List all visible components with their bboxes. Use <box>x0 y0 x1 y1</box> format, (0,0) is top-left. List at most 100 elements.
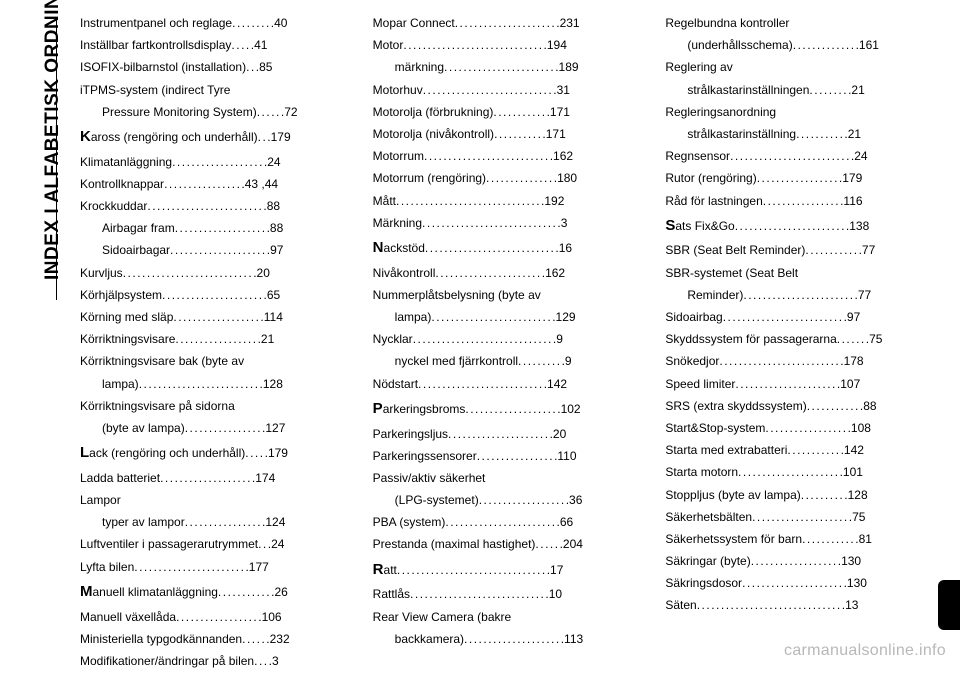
entry-page: .106 <box>258 610 281 624</box>
entry-page: .66 <box>557 515 574 529</box>
index-entry: (byte av lampa).................127 <box>80 417 355 439</box>
dot-leader: .............................. <box>396 194 541 208</box>
entry-label: Motorolja (nivåkontroll) <box>373 127 494 141</box>
index-entry: typer av lampor.................124 <box>80 511 355 533</box>
index-entry: iTPMS-system (indirect Tyre <box>80 79 355 101</box>
entry-page: .9 <box>562 354 572 368</box>
entry-label: Passiv/aktiv säkerhet <box>373 471 486 485</box>
index-entry: Kontrollknappar.................43 ,44 <box>80 173 355 195</box>
entry-page: .21 <box>258 332 275 346</box>
section-letter: R <box>373 561 384 578</box>
entry-label: Modifikationer/ändringar på bilen <box>80 654 254 668</box>
entry-page: .10 <box>545 587 562 601</box>
index-entry: Ladda batteriet....................174 <box>80 467 355 489</box>
index-entry: Regleringsanordning <box>665 101 940 123</box>
entry-label: lampa) <box>395 310 432 324</box>
dot-leader: .......... <box>796 127 844 141</box>
section-letter: M <box>80 583 93 600</box>
index-entry: SBR-systemet (Seat Belt <box>665 262 940 284</box>
index-entry: strålkastarinställning...........21 <box>665 123 940 145</box>
index-entry: Kaross (rengöring och underhåll)...179 <box>80 123 355 151</box>
dot-leader: ........... <box>807 399 860 413</box>
dot-leader: ........................... <box>423 83 554 97</box>
index-entry: Regnsensor..........................24 <box>665 145 940 167</box>
dot-leader: ................ <box>164 177 241 191</box>
entry-page: .85 <box>256 60 273 74</box>
dot-leader: .......................... <box>418 377 544 391</box>
entry-page: .24 <box>851 149 868 163</box>
entry-label: Regelbundna kontroller <box>665 16 789 30</box>
dot-leader: ......................... <box>139 377 260 391</box>
page: { "sidebar_title": "INDEX I ALFABETISK O… <box>0 0 960 678</box>
entry-label: Starta motorn <box>665 465 738 479</box>
entry-page: .77 <box>855 288 872 302</box>
thumb-tab <box>938 580 960 630</box>
entry-label: Mått <box>373 194 396 208</box>
index-entry: Körhjälpsystem......................65 <box>80 284 355 306</box>
index-entry: Sidoairbagar.....................97 <box>80 239 355 261</box>
dot-leader: ................ <box>477 449 554 463</box>
dot-leader: ............................... <box>397 563 547 577</box>
entry-label: anuell klimatanläggning <box>93 585 218 599</box>
index-entry: märkning........................189 <box>373 56 648 78</box>
entry-page: .21 <box>848 83 865 97</box>
index-entry: Klimatanläggning....................24 <box>80 151 355 173</box>
index-entry: Rutor (rengöring)..................179 <box>665 167 940 189</box>
index-entry: Regelbundna kontroller <box>665 12 940 34</box>
entry-label: Körning med släp <box>80 310 173 324</box>
index-entry: SRS (extra skyddssystem)............88 <box>665 395 940 417</box>
entry-page: .142 <box>841 443 864 457</box>
dot-leader: .......................... <box>424 149 550 163</box>
dot-leader: .................. <box>751 554 838 568</box>
entry-label: Inställbar fartkontrollsdisplay <box>80 38 231 52</box>
dot-leader: ........... <box>805 243 858 257</box>
index-entry: Rattlås.............................10 <box>373 583 648 605</box>
dot-leader: .... <box>245 446 264 460</box>
entry-page: .102 <box>557 402 580 416</box>
entry-page: .72 <box>281 105 298 119</box>
dot-leader: ................ <box>185 421 262 435</box>
entry-page: .88 <box>263 199 280 213</box>
index-entry: Stoppljus (byte av lampa)..........128 <box>665 484 940 506</box>
index-entry: Lampor <box>80 489 355 511</box>
entry-page: .81 <box>855 532 872 546</box>
entry-page: .161 <box>856 38 879 52</box>
index-entry: Säkerhetssystem för barn............81 <box>665 528 940 550</box>
dot-leader: ......................... <box>719 354 840 368</box>
entry-page: .142 <box>544 377 567 391</box>
index-entry: Passiv/aktiv säkerhet <box>373 467 648 489</box>
entry-label: Säten <box>665 598 696 612</box>
index-entry: Inställbar fartkontrollsdisplay.....41 <box>80 34 355 56</box>
entry-label: Parkeringssensorer <box>373 449 477 463</box>
dot-leader: ......................... <box>723 310 844 324</box>
entry-page: .110 <box>554 449 576 463</box>
index-entry: Säkerhetsbälten.....................75 <box>665 506 940 528</box>
dot-leader: ........... <box>493 105 546 119</box>
index-columns: Instrumentpanel och reglage.........40In… <box>80 12 940 608</box>
entry-page: .97 <box>844 310 861 324</box>
entry-label: Luftventiler i passagerarutrymmet <box>80 537 258 551</box>
dot-leader: ......... <box>801 488 845 502</box>
entry-label: Parkeringsljus <box>373 427 448 441</box>
index-entry: Krockkuddar.........................88 <box>80 195 355 217</box>
dot-leader: ........................... <box>123 266 254 280</box>
dot-leader: ..................... <box>448 427 550 441</box>
dot-leader: .................... <box>752 510 849 524</box>
index-entry: Sidoairbag..........................97 <box>665 306 940 328</box>
dot-leader: ......................... <box>730 149 851 163</box>
entry-page: .177 <box>245 560 268 574</box>
entry-page: .178 <box>840 354 863 368</box>
dot-leader: ..... <box>242 632 266 646</box>
dot-leader: ................ <box>763 194 840 208</box>
index-entry: lampa)..........................128 <box>80 373 355 395</box>
index-entry: (underhållsschema)..............161 <box>665 34 940 56</box>
entry-label: Prestanda (maximal hastighet) <box>373 537 536 551</box>
entry-page: .21 <box>844 127 861 141</box>
section-letter: L <box>80 444 89 461</box>
entry-label: Märkning <box>373 216 422 230</box>
dot-leader: ..................... <box>735 377 837 391</box>
index-entry: Snökedjor..........................178 <box>665 350 940 372</box>
index-entry: Lyfta bilen........................177 <box>80 556 355 578</box>
entry-label: Körhjälpsystem <box>80 288 162 302</box>
entry-page: .127 <box>262 421 285 435</box>
